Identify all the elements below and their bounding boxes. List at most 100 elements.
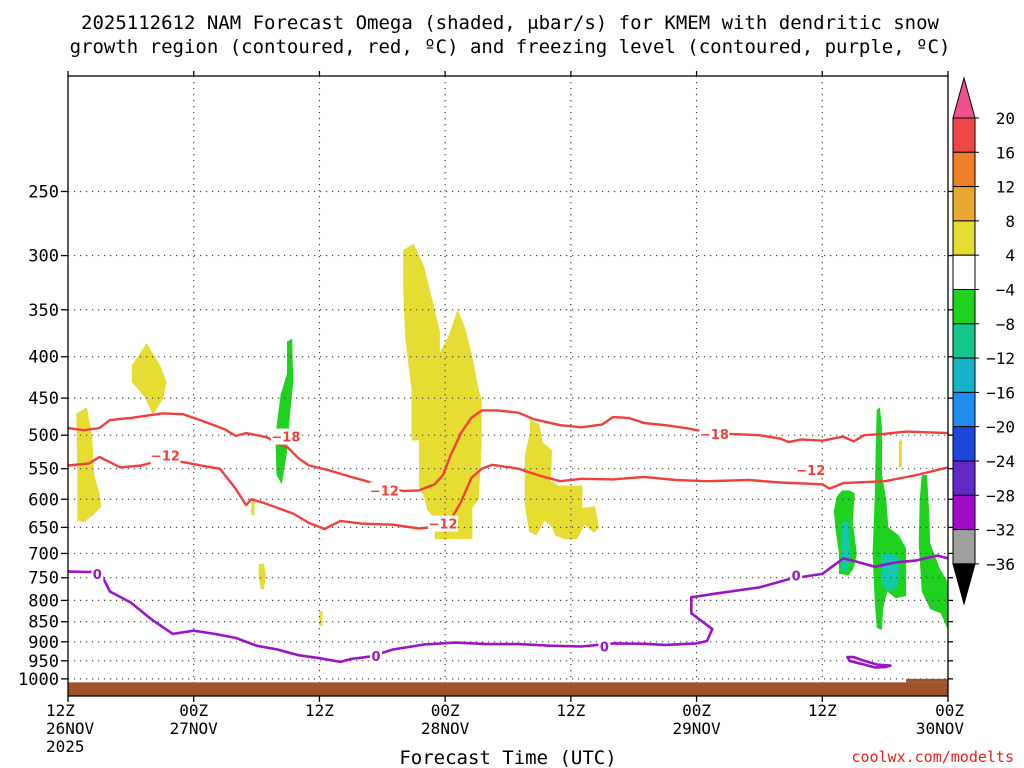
colorbar-label: −20 [986,418,1015,437]
omega-green-4 [918,475,948,630]
colorbar-label: −12 [986,349,1015,368]
omega-green-1 [275,338,294,485]
contour-label-bg [91,565,104,582]
omega-yellow-3 [403,243,482,540]
colorbar-segment [952,186,976,222]
colorbar-segment [952,357,976,393]
y-tick-label: 450 [28,389,59,409]
x-axis-label: Forecast Time (UTC) [399,747,616,768]
colorbar-label: 12 [996,178,1015,197]
colorbar-segment [952,220,976,256]
x-tick-label: 12Z [46,701,75,720]
contour-label: 0 [600,640,609,655]
contour-label: −12 [429,518,458,533]
x-tick-label: 30NOV [916,719,965,738]
contour-label: 0 [371,650,380,665]
colorbar-label: 8 [1005,212,1015,231]
colorbar-label: −4 [996,281,1015,300]
y-tick-label: 550 [28,460,59,480]
contour-label-bg [428,515,459,532]
x-tick-label: 00Z [179,701,208,720]
contour-label: 0 [93,568,102,583]
y-axis: 2503003504004505005506006507007508008509… [18,182,953,690]
colorbar-label: −36 [986,555,1015,574]
colorbar-label: 4 [1005,246,1015,265]
omega-yellow-2 [131,343,167,415]
contour-label-bg [790,567,803,584]
colorbar-segment [952,391,976,428]
colorbar: 20 16 12 8 4 −4 −8 −12 −16 −20 −24 −28 −32 −36 [952,76,1015,606]
plot-frame [67,75,949,697]
colorbar-label: 20 [996,109,1015,128]
colorbar-segment [952,117,976,153]
x-tick-label: 29NOV [672,719,721,738]
gridlines [68,76,948,696]
y-tick-label: 300 [28,247,59,267]
contour-label-bg [795,461,826,478]
contour-label: −12 [370,484,399,499]
contour-label: 0 [792,569,801,584]
chart-title-line1: 2025112612 NAM Forecast Omega (shaded, μ… [81,12,939,34]
colorbar-label: 16 [996,143,1015,162]
ground-rise [906,678,948,683]
contour-label: −18 [700,428,729,443]
x-tick-label: 12Z [808,701,837,720]
x-tick-label: 27NOV [170,719,219,738]
y-tick-label: 850 [28,613,59,633]
x-tick-label: 00Z [682,701,711,720]
colorbar-segment [952,460,976,496]
colorbar-segment [952,426,976,462]
y-tick-label: 700 [28,544,59,564]
x-tick-label: 00Z [431,701,460,720]
y-tick-label: 900 [28,633,59,653]
contours-layer [67,409,949,669]
omega-yellow-7 [319,610,323,626]
credit-text: coolwx.com/modelts [851,748,1014,766]
colorbar-label: −8 [996,315,1015,334]
contour-label-bg [699,425,730,442]
omega-yellow-8 [898,438,902,468]
x-tick-label: 12Z [556,701,585,720]
y-tick-label: 1000 [18,670,59,690]
chart-title-line2: growth region (contoured, red, ºC) and f… [70,36,951,58]
colorbar-label: −28 [986,486,1015,505]
y-tick-label: 250 [28,182,59,202]
y-tick-label: 950 [28,652,59,672]
colorbar-segment [952,151,976,188]
x-tick-label: 26NOV [46,719,95,738]
colorbar-segment [952,254,976,290]
colorbar-bottom-triangle [952,563,976,606]
contour-label-bg [369,482,400,499]
colorbar-segment [952,494,976,531]
y-tick-label: 600 [28,490,59,510]
omega-yellow-6 [251,498,255,516]
contour-label: −12 [796,464,825,479]
colorbar-label: −32 [986,521,1015,540]
colorbar-segment [952,529,976,565]
x-tick-label: 2025 [46,737,85,756]
y-tick-label: 650 [28,518,59,538]
ground-layer [68,678,948,696]
omega-teal-2 [881,553,900,592]
freezing-level-line [67,554,949,664]
omega-shading-layer [76,243,948,630]
contour-label: −12 [151,450,180,465]
contour-label-bg [150,447,181,464]
colorbar-label: −24 [986,452,1015,471]
omega-yellow-4 [524,419,600,540]
isotherm-minus18-line [67,409,949,493]
contour-label-bg [370,647,382,664]
y-tick-label: 500 [28,426,59,446]
y-tick-label: 350 [28,301,59,321]
y-tick-label: 750 [28,569,59,589]
colorbar-label: −16 [986,383,1015,402]
y-tick-label: 400 [28,348,59,368]
colorbar-segment [952,323,976,359]
contour-label-bg [598,638,611,655]
x-tick-label: 00Z [935,701,964,720]
colorbar-segment [952,289,976,325]
contour-label-bg [270,428,301,445]
y-tick-label: 800 [28,591,59,611]
colorbar-top-triangle [952,76,976,119]
